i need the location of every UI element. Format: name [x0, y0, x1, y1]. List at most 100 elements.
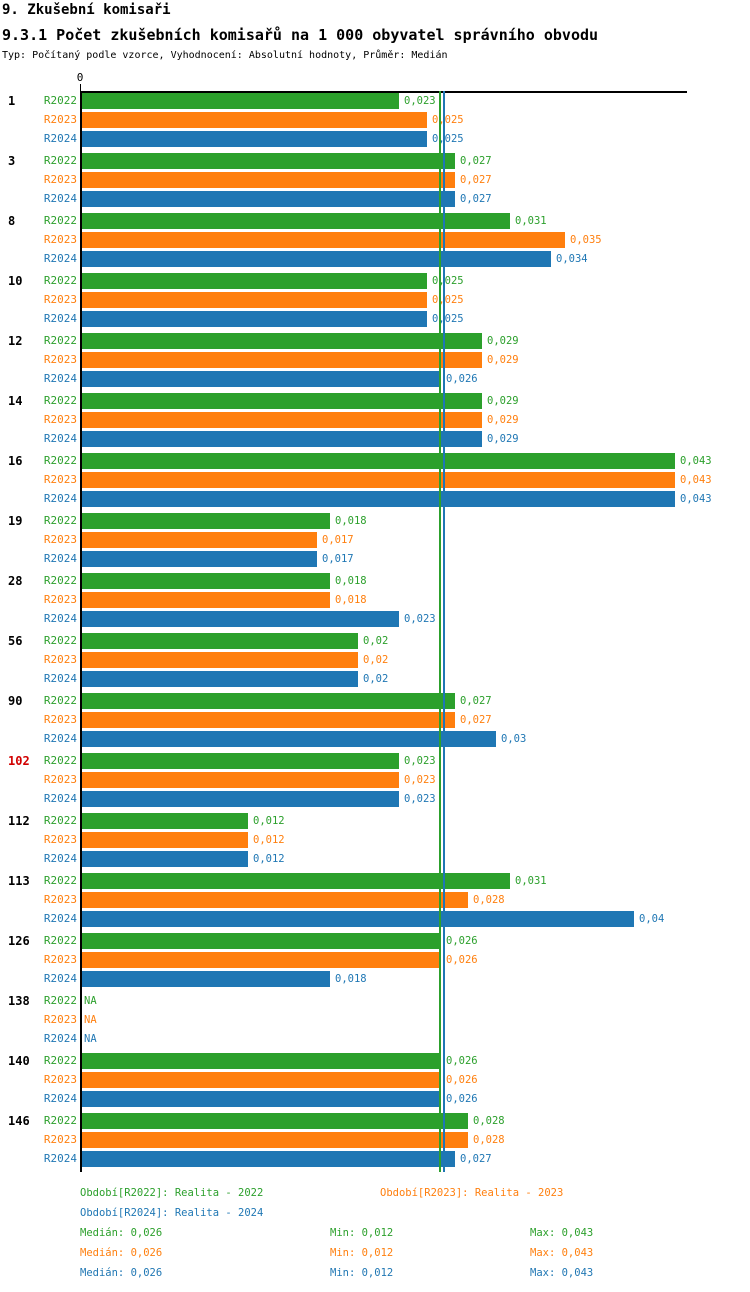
bar-value-label: 0,017 [322, 553, 354, 565]
na-value-label: NA [84, 995, 97, 1007]
bar-value-label: 0,026 [446, 935, 478, 947]
bar-r2023 [82, 592, 330, 608]
series-row-label: R2024 [43, 1092, 77, 1105]
bar-r2024 [82, 431, 482, 447]
bar-r2024 [82, 671, 358, 687]
bar-r2024 [82, 851, 248, 867]
bar-r2024 [82, 371, 441, 387]
series-row-label: R2022 [43, 94, 77, 107]
series-row-label: R2024 [43, 552, 77, 565]
bar-r2023 [82, 1132, 468, 1148]
bar-r2023 [82, 532, 317, 548]
bar-value-label: 0,026 [446, 1055, 478, 1067]
chart-meta: Typ: Počítaný podle vzorce, Vyhodnocení:… [2, 50, 448, 61]
report-title: 9. Zkušební komisaři [2, 2, 171, 18]
bar-value-label: 0,012 [253, 853, 285, 865]
bar-value-label: 0,017 [322, 534, 354, 546]
bar-value-label: 0,012 [253, 815, 285, 827]
category-label: 12 [8, 334, 23, 348]
category-label: 56 [8, 634, 23, 648]
bar-value-label: 0,028 [473, 1134, 505, 1146]
legend-min-r2024: Min: 0,012 [330, 1267, 394, 1279]
x-axis-tick [80, 84, 81, 92]
bar-r2024 [82, 191, 455, 207]
series-row-label: R2023 [43, 1073, 77, 1086]
bar-r2024 [82, 731, 496, 747]
bar-value-label: 0,027 [460, 155, 492, 167]
x-axis-zero-label: 0 [76, 71, 84, 84]
bar-r2024 [82, 311, 427, 327]
series-row-label: R2024 [43, 492, 77, 505]
bar-r2024 [82, 911, 634, 927]
bar-r2022 [82, 1053, 441, 1069]
category-label: 126 [8, 934, 30, 948]
bar-value-label: 0,023 [404, 755, 436, 767]
series-row-label: R2022 [43, 574, 77, 587]
series-row-label: R2023 [43, 653, 77, 666]
series-row-label: R2023 [43, 893, 77, 906]
series-row-label: R2024 [43, 612, 77, 625]
chart-title: 9.3.1 Počet zkušebních komisařů na 1 000… [2, 26, 599, 44]
bar-r2024 [82, 611, 399, 627]
category-label: 19 [8, 514, 23, 528]
bar-value-label: 0,025 [432, 313, 464, 325]
bar-value-label: 0,02 [363, 673, 389, 685]
series-row-label: R2023 [43, 173, 77, 186]
series-row-label: R2023 [43, 713, 77, 726]
series-row-label: R2022 [43, 154, 77, 167]
series-row-label: R2024 [43, 312, 77, 325]
bar-value-label: 0,043 [680, 493, 712, 505]
series-row-label: R2023 [43, 473, 77, 486]
bar-r2023 [82, 712, 455, 728]
series-row-label: R2024 [43, 732, 77, 745]
bar-value-label: 0,03 [501, 733, 527, 745]
bar-value-label: 0,023 [404, 774, 436, 786]
series-row-label: R2024 [43, 132, 77, 145]
category-label: 90 [8, 694, 23, 708]
category-label: 102 [8, 754, 30, 768]
series-row-label: R2022 [43, 754, 77, 767]
series-row-label: R2024 [43, 432, 77, 445]
legend-median-r2024: Medián: 0,026 [80, 1267, 163, 1279]
bar-r2022 [82, 633, 358, 649]
category-label: 113 [8, 874, 30, 888]
series-row-label: R2023 [43, 833, 77, 846]
bar-r2022 [82, 693, 455, 709]
bar-r2022 [82, 933, 441, 949]
category-label: 1 [8, 94, 16, 108]
legend-min-r2023: Min: 0,012 [330, 1247, 394, 1259]
legend-period-1: Období[R2022]: Realita - 2022 [80, 1187, 264, 1199]
series-row-label: R2022 [43, 274, 77, 287]
bar-r2022 [82, 753, 399, 769]
median-line-r2024 [443, 91, 445, 1172]
series-row-label: R2022 [43, 814, 77, 827]
bar-r2022 [82, 273, 427, 289]
series-row-label: R2023 [43, 353, 77, 366]
na-value-label: NA [84, 1014, 97, 1026]
bar-r2022 [82, 213, 510, 229]
series-row-label: R2023 [43, 1133, 77, 1146]
series-row-label: R2024 [43, 1152, 77, 1165]
na-value-label: NA [84, 1033, 97, 1045]
bar-value-label: 0,023 [404, 95, 436, 107]
bar-value-label: 0,026 [446, 1093, 478, 1105]
series-row-label: R2022 [43, 994, 77, 1007]
bar-value-label: 0,028 [473, 1115, 505, 1127]
series-row-label: R2023 [43, 113, 77, 126]
bar-r2024 [82, 491, 675, 507]
bar-r2023 [82, 352, 482, 368]
series-row-label: R2023 [43, 773, 77, 786]
category-label: 14 [8, 394, 23, 408]
bar-r2024 [82, 791, 399, 807]
series-row-label: R2023 [43, 293, 77, 306]
category-label: 138 [8, 994, 30, 1008]
series-row-label: R2022 [43, 1114, 77, 1127]
series-row-label: R2022 [43, 334, 77, 347]
bar-value-label: 0,027 [460, 695, 492, 707]
bar-value-label: 0,018 [335, 594, 367, 606]
bar-r2022 [82, 453, 675, 469]
bar-r2023 [82, 772, 399, 788]
bar-r2023 [82, 292, 427, 308]
bar-r2024 [82, 971, 330, 987]
